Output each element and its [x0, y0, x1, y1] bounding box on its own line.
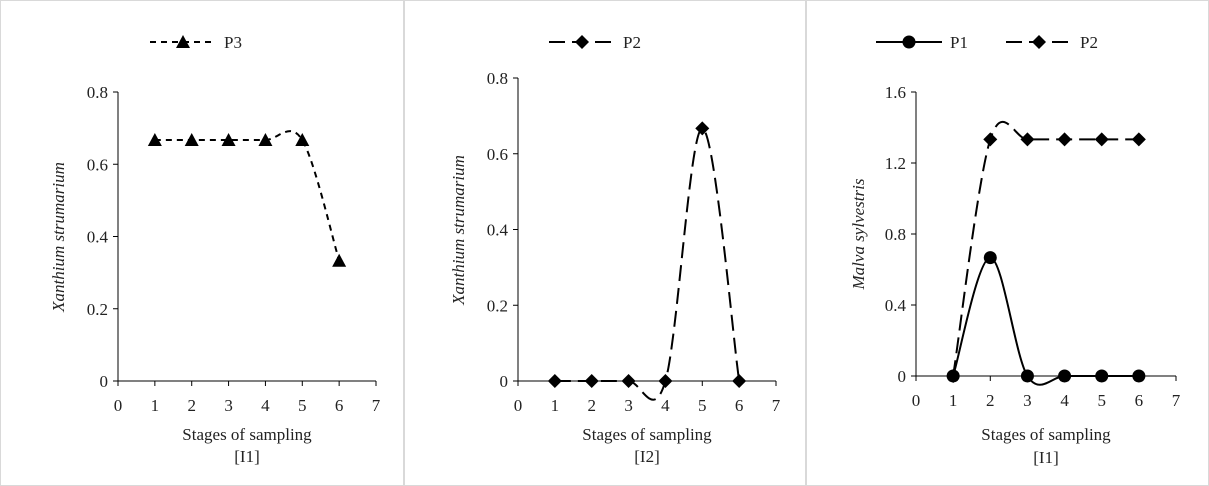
x-axis-subtitle: [I1]: [1033, 448, 1058, 467]
x-tick-label: 0: [912, 391, 921, 410]
y-tick-label: 1.6: [885, 83, 906, 102]
data-point-p2: [547, 374, 562, 388]
x-tick-label: 6: [335, 396, 344, 415]
data-point-p1: [1020, 369, 1034, 383]
data-point-p3: [221, 133, 236, 147]
data-point-p3: [147, 133, 162, 147]
y-tick-label: 0.2: [87, 300, 108, 319]
y-tick-label: 0.4: [885, 296, 907, 315]
legend-label: P1: [950, 33, 968, 52]
x-tick-label: 5: [1097, 391, 1106, 410]
y-tick-label: 0.6: [87, 155, 108, 174]
y-tick-label: 0.8: [885, 225, 906, 244]
x-tick-label: 6: [735, 396, 744, 415]
panel-border: [0, 0, 404, 486]
x-tick-label: 3: [1023, 391, 1032, 410]
chart-panel-1: 0 0.2 0.4 0.6 0.8 0 1 2 3 4 5 6 7 Stages of sampling […: [0, 0, 404, 486]
x-tick-label: 0: [114, 396, 123, 415]
y-tick-label: 0.6: [487, 145, 508, 164]
data-point-p3: [295, 133, 310, 147]
x-tick-label: 1: [949, 391, 958, 410]
x-tick-label: 2: [187, 396, 196, 415]
y-tick-label: 1.2: [885, 154, 906, 173]
data-point-p3: [258, 133, 273, 147]
x-tick-label: 7: [1172, 391, 1181, 410]
legend-label: P3: [224, 33, 242, 52]
x-axis-title: Stages of sampling: [182, 425, 312, 444]
legend-label: P2: [623, 33, 641, 52]
data-point-p3: [332, 253, 347, 267]
x-tick-label: 3: [224, 396, 233, 415]
series-line-p2: [554, 127, 741, 401]
chart-panel-2: 0 0.2 0.4 0.6 0.8 0 1 2 3 4 5 6 7 Stages of sampling […: [404, 0, 806, 486]
chart-panel-3: 0 0.4 0.8 1.2 1.6 0 1 2 3 4 5 6 7 Stages of sampling […: [806, 0, 1209, 486]
x-tick-label: 1: [151, 396, 160, 415]
data-point-p2: [1020, 132, 1035, 147]
legend-marker: [902, 35, 916, 49]
x-tick-label: 4: [661, 396, 670, 415]
panel-border: [404, 0, 806, 486]
x-tick-label: 1: [551, 396, 560, 415]
x-tick-label: 5: [298, 396, 307, 415]
x-tick-label: 6: [1135, 391, 1144, 410]
y-axis-title: Xanthium strumarium: [49, 162, 68, 313]
panel-border: [806, 0, 1209, 486]
y-tick-label: 0: [898, 367, 907, 386]
x-tick-label: 5: [698, 396, 707, 415]
y-axis-title: Xanthium strumarium: [449, 155, 468, 306]
legend-marker: [176, 35, 190, 48]
x-tick-label: 4: [1060, 391, 1069, 410]
y-tick-label: 0.8: [487, 69, 508, 88]
y-tick-label: 0.2: [487, 296, 508, 315]
data-point-p2: [695, 121, 710, 136]
data-point-p2: [1094, 132, 1109, 147]
x-tick-label: 2: [986, 391, 995, 410]
y-tick-label: 0.4: [487, 221, 509, 240]
data-point-p1: [1132, 369, 1146, 383]
legend-marker: [575, 35, 589, 49]
x-axis-title: Stages of sampling: [981, 425, 1111, 444]
y-tick-label: 0: [500, 372, 509, 391]
data-point-p2: [946, 369, 961, 383]
data-point-p2: [732, 374, 747, 388]
x-tick-label: 2: [587, 396, 596, 415]
x-axis-subtitle: [I2]: [634, 447, 659, 466]
data-point-p2: [1057, 132, 1072, 147]
y-axis-title: Malva sylvestris: [849, 178, 868, 290]
y-tick-label: 0.4: [87, 228, 109, 247]
x-tick-label: 4: [261, 396, 270, 415]
data-point-p2: [621, 374, 636, 388]
data-point-p2: [584, 374, 599, 388]
legend-marker: [1032, 35, 1046, 49]
y-tick-label: 0.8: [87, 83, 108, 102]
data-point-p1: [1058, 369, 1072, 383]
x-tick-label: 3: [624, 396, 633, 415]
x-tick-label: 7: [372, 396, 381, 415]
x-axis-subtitle: [I1]: [234, 447, 259, 466]
data-point-p1: [1095, 369, 1109, 383]
x-axis-title: Stages of sampling: [582, 425, 712, 444]
data-point-p1: [983, 251, 997, 265]
y-tick-label: 0: [100, 372, 109, 391]
data-point-p3: [184, 133, 199, 147]
legend-label: P2: [1080, 33, 1098, 52]
x-tick-label: 7: [772, 396, 781, 415]
data-point-p2: [658, 374, 673, 388]
data-point-p2: [1131, 132, 1146, 147]
x-tick-label: 0: [514, 396, 523, 415]
data-point-p2: [983, 132, 998, 147]
